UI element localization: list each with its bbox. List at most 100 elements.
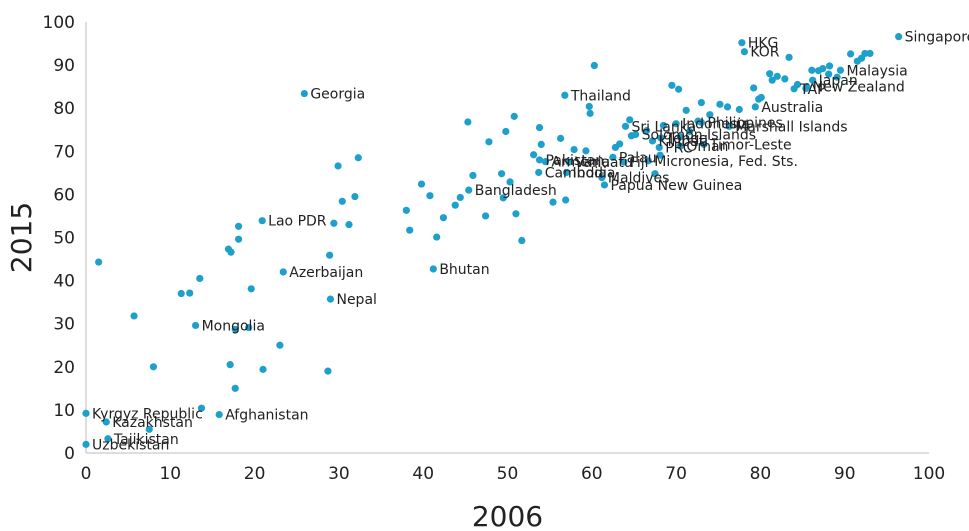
- data-point: [345, 220, 353, 229]
- point-label: Mongolia: [202, 318, 265, 334]
- x-tick-label: 40: [412, 464, 434, 484]
- y-tick-label: 70: [53, 142, 75, 162]
- point-label: Afghanistan: [225, 408, 308, 424]
- point-label: Azerbaijan: [289, 265, 363, 281]
- data-point: [530, 151, 538, 159]
- data-point: [191, 321, 200, 330]
- data-point: [672, 120, 680, 128]
- data-point: [570, 145, 578, 154]
- data-point: [773, 72, 781, 80]
- data-point: [426, 192, 434, 200]
- tick-labels: 0 10 20 30 40 50 60 70 80 90 100 0 10 20 30 40 50 60 70 80 9…: [43, 13, 946, 484]
- point-label: Tajikistan: [113, 432, 179, 448]
- data-point: [659, 121, 668, 130]
- data-point: [234, 222, 243, 230]
- point-label: Indonesia: [682, 117, 750, 133]
- point-label: Armenia: [551, 155, 610, 171]
- point-label: Pakistan: [546, 153, 605, 169]
- point-label: Timor-Leste: [709, 137, 792, 153]
- data-point: [565, 158, 573, 166]
- point-label: Marshall Islands: [735, 119, 847, 135]
- point-label: Bhutan: [439, 262, 489, 278]
- data-point: [657, 134, 665, 142]
- data-point: [130, 312, 138, 320]
- data-point: [676, 133, 684, 141]
- data-point: [725, 122, 733, 130]
- data-point: [861, 49, 869, 58]
- data-point: [197, 404, 206, 412]
- data-point: [895, 33, 903, 41]
- data-point: [766, 70, 774, 78]
- data-point: [694, 117, 702, 125]
- data-point: [334, 162, 342, 170]
- y-tick-label: 20: [53, 358, 75, 378]
- y-axis-title: 2015: [5, 202, 38, 273]
- data-point: [642, 127, 651, 135]
- data-point: [439, 214, 448, 222]
- data-point: [621, 122, 630, 130]
- data-point: [585, 102, 593, 111]
- data-point: [535, 156, 544, 164]
- data-point: [802, 84, 810, 92]
- data-point: [768, 76, 776, 84]
- point-label: Bangladesh: [475, 183, 557, 199]
- point-label: Tonga: [666, 131, 708, 147]
- data-point: [750, 84, 758, 92]
- point-label: Oman: [686, 139, 728, 155]
- point-label: TAP: [799, 82, 825, 98]
- y-tick-label: 90: [53, 56, 75, 76]
- point-label: Lao PDR: [268, 214, 327, 230]
- data-point: [456, 193, 464, 202]
- data-point: [609, 153, 617, 161]
- data-point: [561, 91, 569, 99]
- data-point: [497, 170, 506, 178]
- data-point: [338, 197, 346, 205]
- x-tick-label: 10: [159, 464, 181, 484]
- data-point: [535, 123, 544, 132]
- data-point: [451, 201, 459, 209]
- data-point: [582, 147, 590, 155]
- data-point: [104, 435, 112, 443]
- data-point: [682, 106, 690, 114]
- data-point: [469, 171, 477, 180]
- data-point: [675, 85, 683, 93]
- x-axis-title: 2006: [472, 500, 543, 531]
- data-point: [485, 138, 493, 146]
- data-point: [259, 365, 267, 373]
- point-label: Thailand: [570, 88, 631, 104]
- x-tick-label: 0: [81, 464, 92, 484]
- data-point: [300, 89, 308, 98]
- point-label: Georgia: [310, 87, 365, 103]
- data-point: [276, 341, 284, 349]
- data-points: [82, 33, 903, 448]
- data-point: [600, 181, 609, 189]
- point-label: Malaysia: [846, 63, 907, 79]
- x-tick-label: 80: [750, 464, 772, 484]
- data-point: [751, 103, 759, 111]
- point-label: Sri Lanka: [632, 119, 697, 135]
- data-point: [231, 325, 239, 333]
- point-label: Philippines: [707, 115, 782, 131]
- data-point: [145, 425, 153, 433]
- y-tick-label: 60: [53, 185, 75, 205]
- data-point: [196, 274, 204, 283]
- data-point: [656, 151, 664, 159]
- data-point: [833, 73, 841, 81]
- data-point: [324, 367, 332, 375]
- data-point: [697, 98, 705, 107]
- data-point: [510, 112, 518, 120]
- data-point: [518, 236, 526, 245]
- data-point: [464, 118, 472, 126]
- x-tick-label: 70: [665, 464, 687, 484]
- y-tick-label: 0: [64, 444, 75, 464]
- data-point: [402, 206, 410, 214]
- x-tick-label: 100: [913, 464, 945, 484]
- point-label: Micronesia, Fed. Sts.: [654, 154, 798, 170]
- data-point: [700, 140, 708, 149]
- data-point: [247, 285, 255, 293]
- data-point: [149, 363, 158, 371]
- point-label: Fiji: [630, 155, 649, 171]
- data-point: [258, 217, 266, 225]
- data-point: [781, 75, 789, 83]
- data-point: [557, 134, 565, 142]
